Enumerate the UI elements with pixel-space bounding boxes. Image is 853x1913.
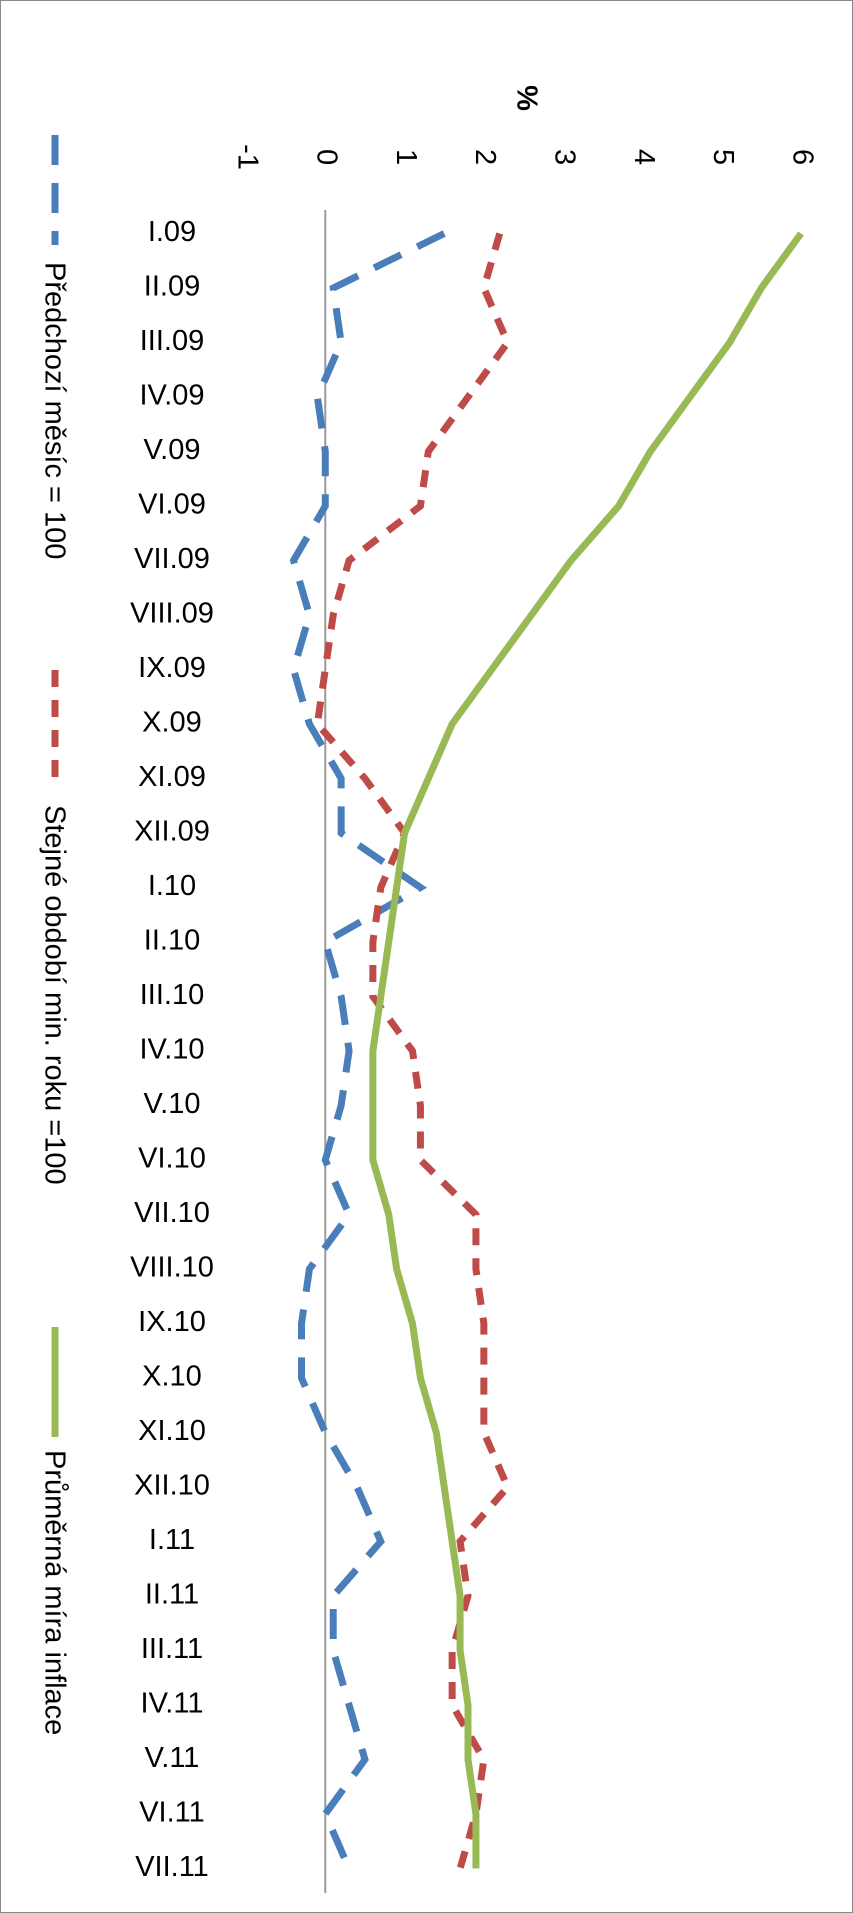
legend: Předchozí měsíc = 100 Stejné období min. … [38,135,70,1735]
y-tick-label: 6 [786,149,818,165]
x-tick-label: III.09 [140,325,205,357]
x-tick-label: III.11 [141,1633,203,1665]
x-tick-label: IV.10 [139,1034,204,1066]
y-tick-label: 3 [548,149,580,165]
x-tick-label: VII.10 [134,1197,210,1229]
x-tick-label: VIII.09 [130,598,214,630]
legend-label: Stejné období min. roku =100 [38,805,70,1185]
x-tick-label: VI.11 [139,1797,205,1829]
x-tick-label: IV.09 [139,380,204,412]
legend-label: Průměrná míra inflace [38,1450,70,1735]
x-tick-label: II.11 [145,1579,199,1611]
y-tick-label: 5 [707,149,739,165]
x-tick-label: XI.09 [138,761,206,793]
y-axis-title: % [510,85,542,111]
x-tick-label: XI.10 [138,1415,206,1447]
x-tick-label: VI.09 [138,489,206,521]
legend-label: Předchozí měsíc = 100 [38,262,70,559]
y-tick-label: 4 [628,149,660,165]
x-tick-label: III.10 [140,979,205,1011]
x-tick-label: X.09 [142,707,202,739]
x-tick-label: IX.09 [138,652,206,684]
x-tick-label: V.11 [145,1742,200,1774]
series-line [289,230,446,1870]
x-tick-label: XII.10 [134,1470,210,1502]
x-tick-label: X.10 [142,1361,202,1393]
x-tick-label: XII.09 [134,816,210,848]
series-line [313,232,512,1870]
series-line [369,231,804,1869]
x-tick-label: V.09 [144,434,201,466]
x-tick-label: VI.10 [138,1143,206,1175]
x-tick-label: IV.11 [141,1688,204,1720]
x-tick-label: I.10 [148,870,196,902]
x-tick-label: V.10 [144,1088,201,1120]
x-tick-label: II.10 [144,925,200,957]
y-tick-label: 2 [469,149,501,165]
y-tick-label: 1 [390,149,422,165]
x-tick-label: I.11 [149,1524,195,1556]
x-tick-label: VII.09 [134,543,210,575]
y-tick-label: 0 [311,149,343,165]
x-tick-label: VIII.10 [130,1252,214,1284]
x-tick-label: I.09 [148,216,196,248]
x-tick-label: IX.10 [138,1306,206,1338]
y-tick-label: -1 [231,144,263,170]
x-tick-label: II.09 [144,271,200,303]
x-tick-label: VII.11 [135,1851,209,1883]
